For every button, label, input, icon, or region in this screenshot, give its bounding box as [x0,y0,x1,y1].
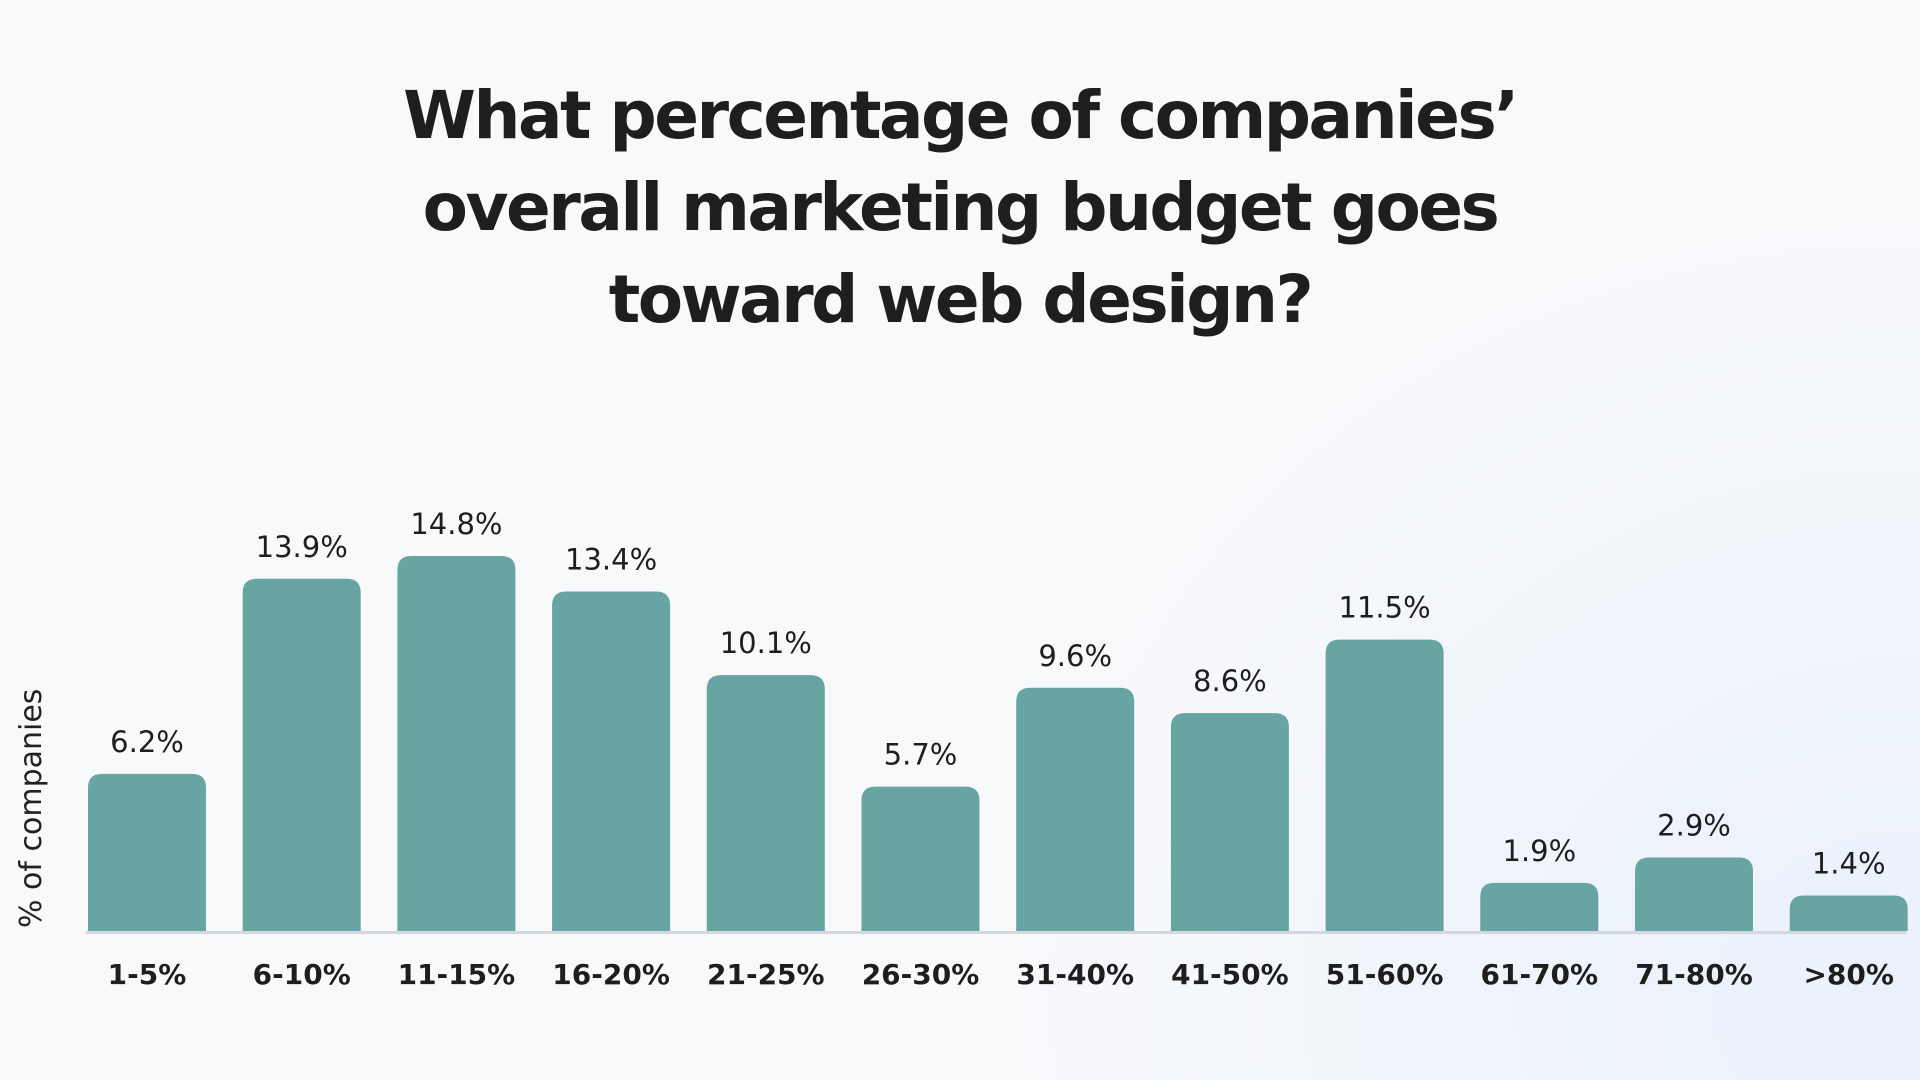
bar [1480,882,1599,931]
x-tick-label: 71-80% [1635,958,1753,991]
x-tick-label: 16-20% [552,958,670,991]
x-tick-label: 21-25% [707,958,825,991]
data-label: 6.2% [110,725,184,759]
title-line: What percentage of companies’ [403,77,1519,154]
bar [861,786,980,931]
bar [1170,713,1289,931]
title-line: overall marketing budget goes [422,169,1500,246]
bar [706,675,825,931]
data-label: 9.6% [1038,639,1112,673]
data-label: 14.8% [410,507,502,541]
chart-title: What percentage of companies’ overall ma… [0,70,1920,346]
bar [1325,639,1444,931]
data-label: 10.1% [720,626,812,660]
title-line: toward web design? [608,261,1314,338]
data-label: 1.9% [1502,834,1576,868]
data-label: 11.5% [1339,591,1431,625]
x-tick-label: 1-5% [108,958,187,991]
bar [397,556,516,931]
x-tick-label: 41-50% [1171,958,1289,991]
x-tick-label: 6-10% [253,958,351,991]
data-label: 13.4% [565,542,657,576]
x-tick-label: 26-30% [862,958,980,991]
x-tick-label: 31-40% [1016,958,1134,991]
x-tick-label: 11-15% [398,958,516,991]
bar [88,773,206,931]
x-tick-label: 61-70% [1480,958,1598,991]
bar [1016,687,1135,931]
x-tick-label: >80% [1803,958,1893,991]
data-label: 5.7% [884,738,958,772]
x-tick-label: 51-60% [1326,958,1444,991]
bar [242,578,361,931]
data-label: 2.9% [1657,809,1731,843]
data-label: 13.9% [256,530,348,564]
data-label: 1.4% [1812,847,1886,881]
bar [552,591,671,931]
data-label: 8.6% [1193,664,1267,698]
bar [1635,857,1753,931]
bar [1789,895,1908,931]
